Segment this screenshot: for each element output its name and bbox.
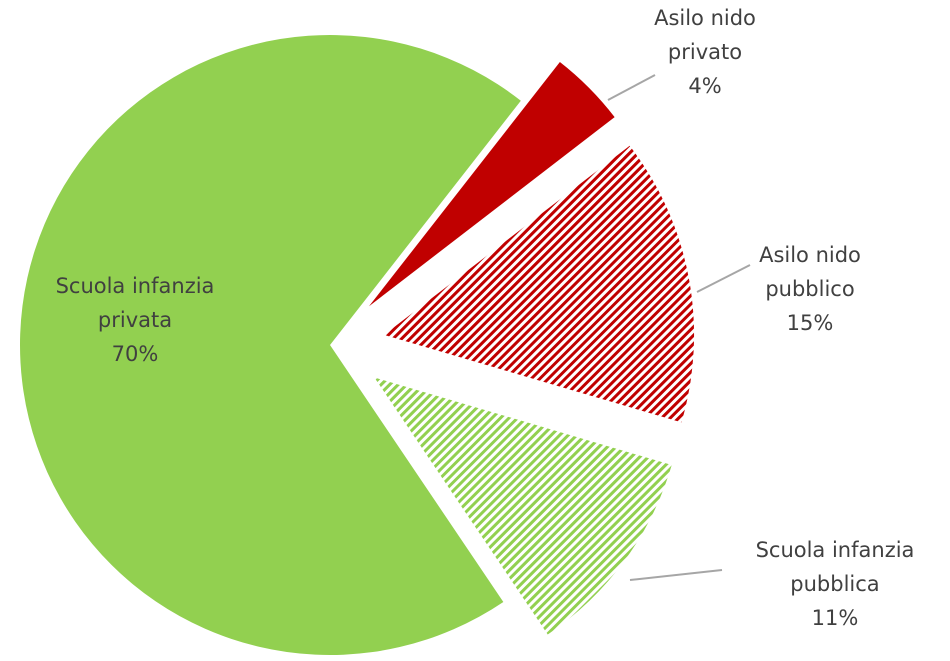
leader-line [696, 264, 751, 293]
pie-slice [384, 145, 695, 423]
slice-label: Scuola infanzia privata [56, 274, 215, 332]
pie-slice [369, 61, 615, 307]
slice-value-label: 4% [688, 74, 721, 98]
slice-value-label: 11% [812, 606, 859, 630]
slice-value-label: 15% [787, 311, 834, 335]
leader-line [629, 569, 723, 581]
pie-slice [19, 34, 521, 655]
slice-label: Asilo nido privato [654, 6, 756, 64]
pie-slice [374, 377, 672, 635]
leader-line [607, 74, 656, 101]
slice-label: Asilo nido pubblico [759, 243, 861, 301]
slice-label: Scuola infanzia pubblica [756, 538, 915, 596]
slice-value-label: 70% [112, 342, 159, 366]
